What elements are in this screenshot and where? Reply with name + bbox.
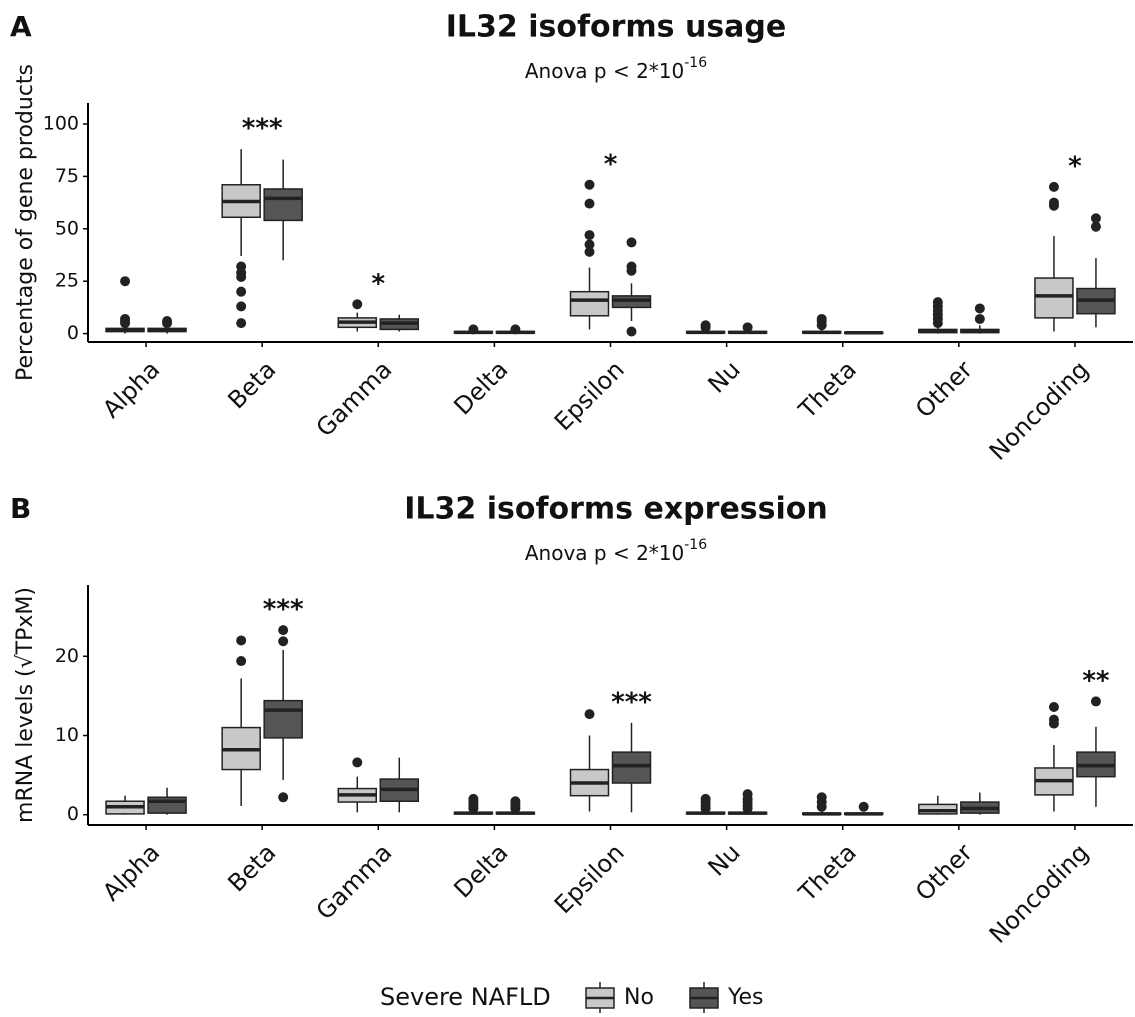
outlier (626, 265, 637, 276)
outlier (352, 757, 363, 768)
outlier (236, 635, 247, 646)
y-tick-label: 100 (43, 112, 79, 134)
significance: * (371, 269, 385, 299)
y-tick-label: 0 (67, 322, 79, 344)
outlier (974, 303, 985, 314)
outlier (584, 709, 595, 720)
x-tick-label: Delta (449, 355, 514, 420)
outlier (1048, 701, 1059, 712)
x-tick-label: Alpha (97, 355, 165, 423)
box (263, 188, 303, 222)
x-tick-label: Epsilon (549, 355, 630, 436)
x-tick-label: Noncoding (984, 355, 1094, 465)
outlier (278, 636, 289, 647)
outlier (1048, 718, 1059, 729)
legend-label: Yes (727, 985, 764, 1010)
box (611, 751, 652, 784)
box (1034, 277, 1074, 319)
subtitle-superscript: -16 (684, 537, 707, 553)
outlier (584, 239, 595, 250)
outlier (510, 324, 521, 335)
subtitle-superscript: -16 (684, 55, 707, 71)
outlier (1090, 696, 1101, 707)
box (263, 699, 303, 739)
subtitle-text: Anova p < 2*10 (525, 541, 684, 565)
outlier (1048, 200, 1059, 211)
outlier (236, 286, 247, 297)
outlier (278, 792, 289, 803)
subtitle-text: Anova p < 2*10 (525, 59, 684, 83)
x-tick-label: Noncoding (984, 838, 1094, 948)
x-tick-label: Other (910, 355, 978, 423)
x-tick-label: Epsilon (549, 838, 630, 919)
outlier (510, 796, 521, 807)
box (569, 290, 610, 317)
y-tick-label: 20 (55, 645, 79, 667)
outlier (120, 276, 131, 287)
outlier (236, 301, 247, 312)
y-tick-label: 25 (55, 270, 79, 292)
outlier (1090, 221, 1101, 232)
outlier (278, 625, 289, 636)
legend-title: Severe NAFLD (380, 983, 551, 1011)
x-tick-label: Delta (449, 838, 514, 903)
outlier (932, 297, 943, 308)
x-tick-label: Alpha (97, 838, 165, 906)
significance: *** (242, 114, 283, 144)
outlier (858, 801, 869, 812)
y-axis-label: Percentage of gene products (13, 64, 38, 381)
outlier (236, 272, 247, 283)
x-tick-label: Gamma (311, 355, 398, 442)
significance: *** (611, 687, 652, 717)
outlier (584, 179, 595, 190)
y-axis-label: mRNA levels (√TPxM) (13, 587, 38, 823)
panel-label: B (10, 492, 31, 525)
outlier (584, 198, 595, 209)
outlier (352, 299, 363, 310)
outlier (584, 246, 595, 257)
significance: * (1068, 151, 1082, 181)
chart-title: IL32 isoforms usage (446, 10, 787, 45)
outlier (584, 230, 595, 241)
legend-label: No (624, 985, 654, 1010)
panel-label: A (10, 10, 32, 43)
chart-title: IL32 isoforms expression (404, 492, 828, 527)
y-tick-label: 10 (55, 724, 79, 746)
outlier (468, 324, 479, 335)
outlier (236, 656, 247, 667)
significance: ** (1082, 666, 1110, 696)
x-tick-label: Beta (222, 838, 281, 897)
chart-subtitle: Anova p < 2*10-16 (525, 537, 707, 565)
outlier (700, 793, 711, 804)
x-tick-label: Other (910, 838, 978, 906)
x-tick-label: Nu (703, 355, 746, 398)
outlier (1090, 213, 1101, 224)
outlier (700, 320, 711, 331)
x-tick-label: Beta (222, 355, 281, 414)
outlier (236, 318, 247, 329)
outlier (1048, 181, 1059, 192)
y-tick-label: 75 (55, 165, 79, 187)
x-tick-label: Theta (793, 838, 862, 907)
outlier (974, 313, 985, 324)
y-tick-label: 50 (55, 217, 79, 239)
significance: *** (263, 595, 304, 625)
significance: * (604, 149, 618, 179)
outlier (626, 326, 637, 337)
outlier (742, 789, 753, 800)
outlier (742, 322, 753, 333)
outlier (162, 316, 173, 327)
x-tick-label: Nu (703, 838, 746, 881)
chart-subtitle: Anova p < 2*10-16 (525, 55, 707, 83)
x-tick-label: Gamma (311, 838, 398, 925)
outlier (816, 792, 827, 803)
outlier (626, 237, 637, 248)
outlier (468, 793, 479, 804)
x-tick-label: Theta (793, 355, 862, 424)
outlier (120, 313, 131, 324)
outlier (816, 313, 827, 324)
y-tick-label: 0 (67, 803, 79, 825)
